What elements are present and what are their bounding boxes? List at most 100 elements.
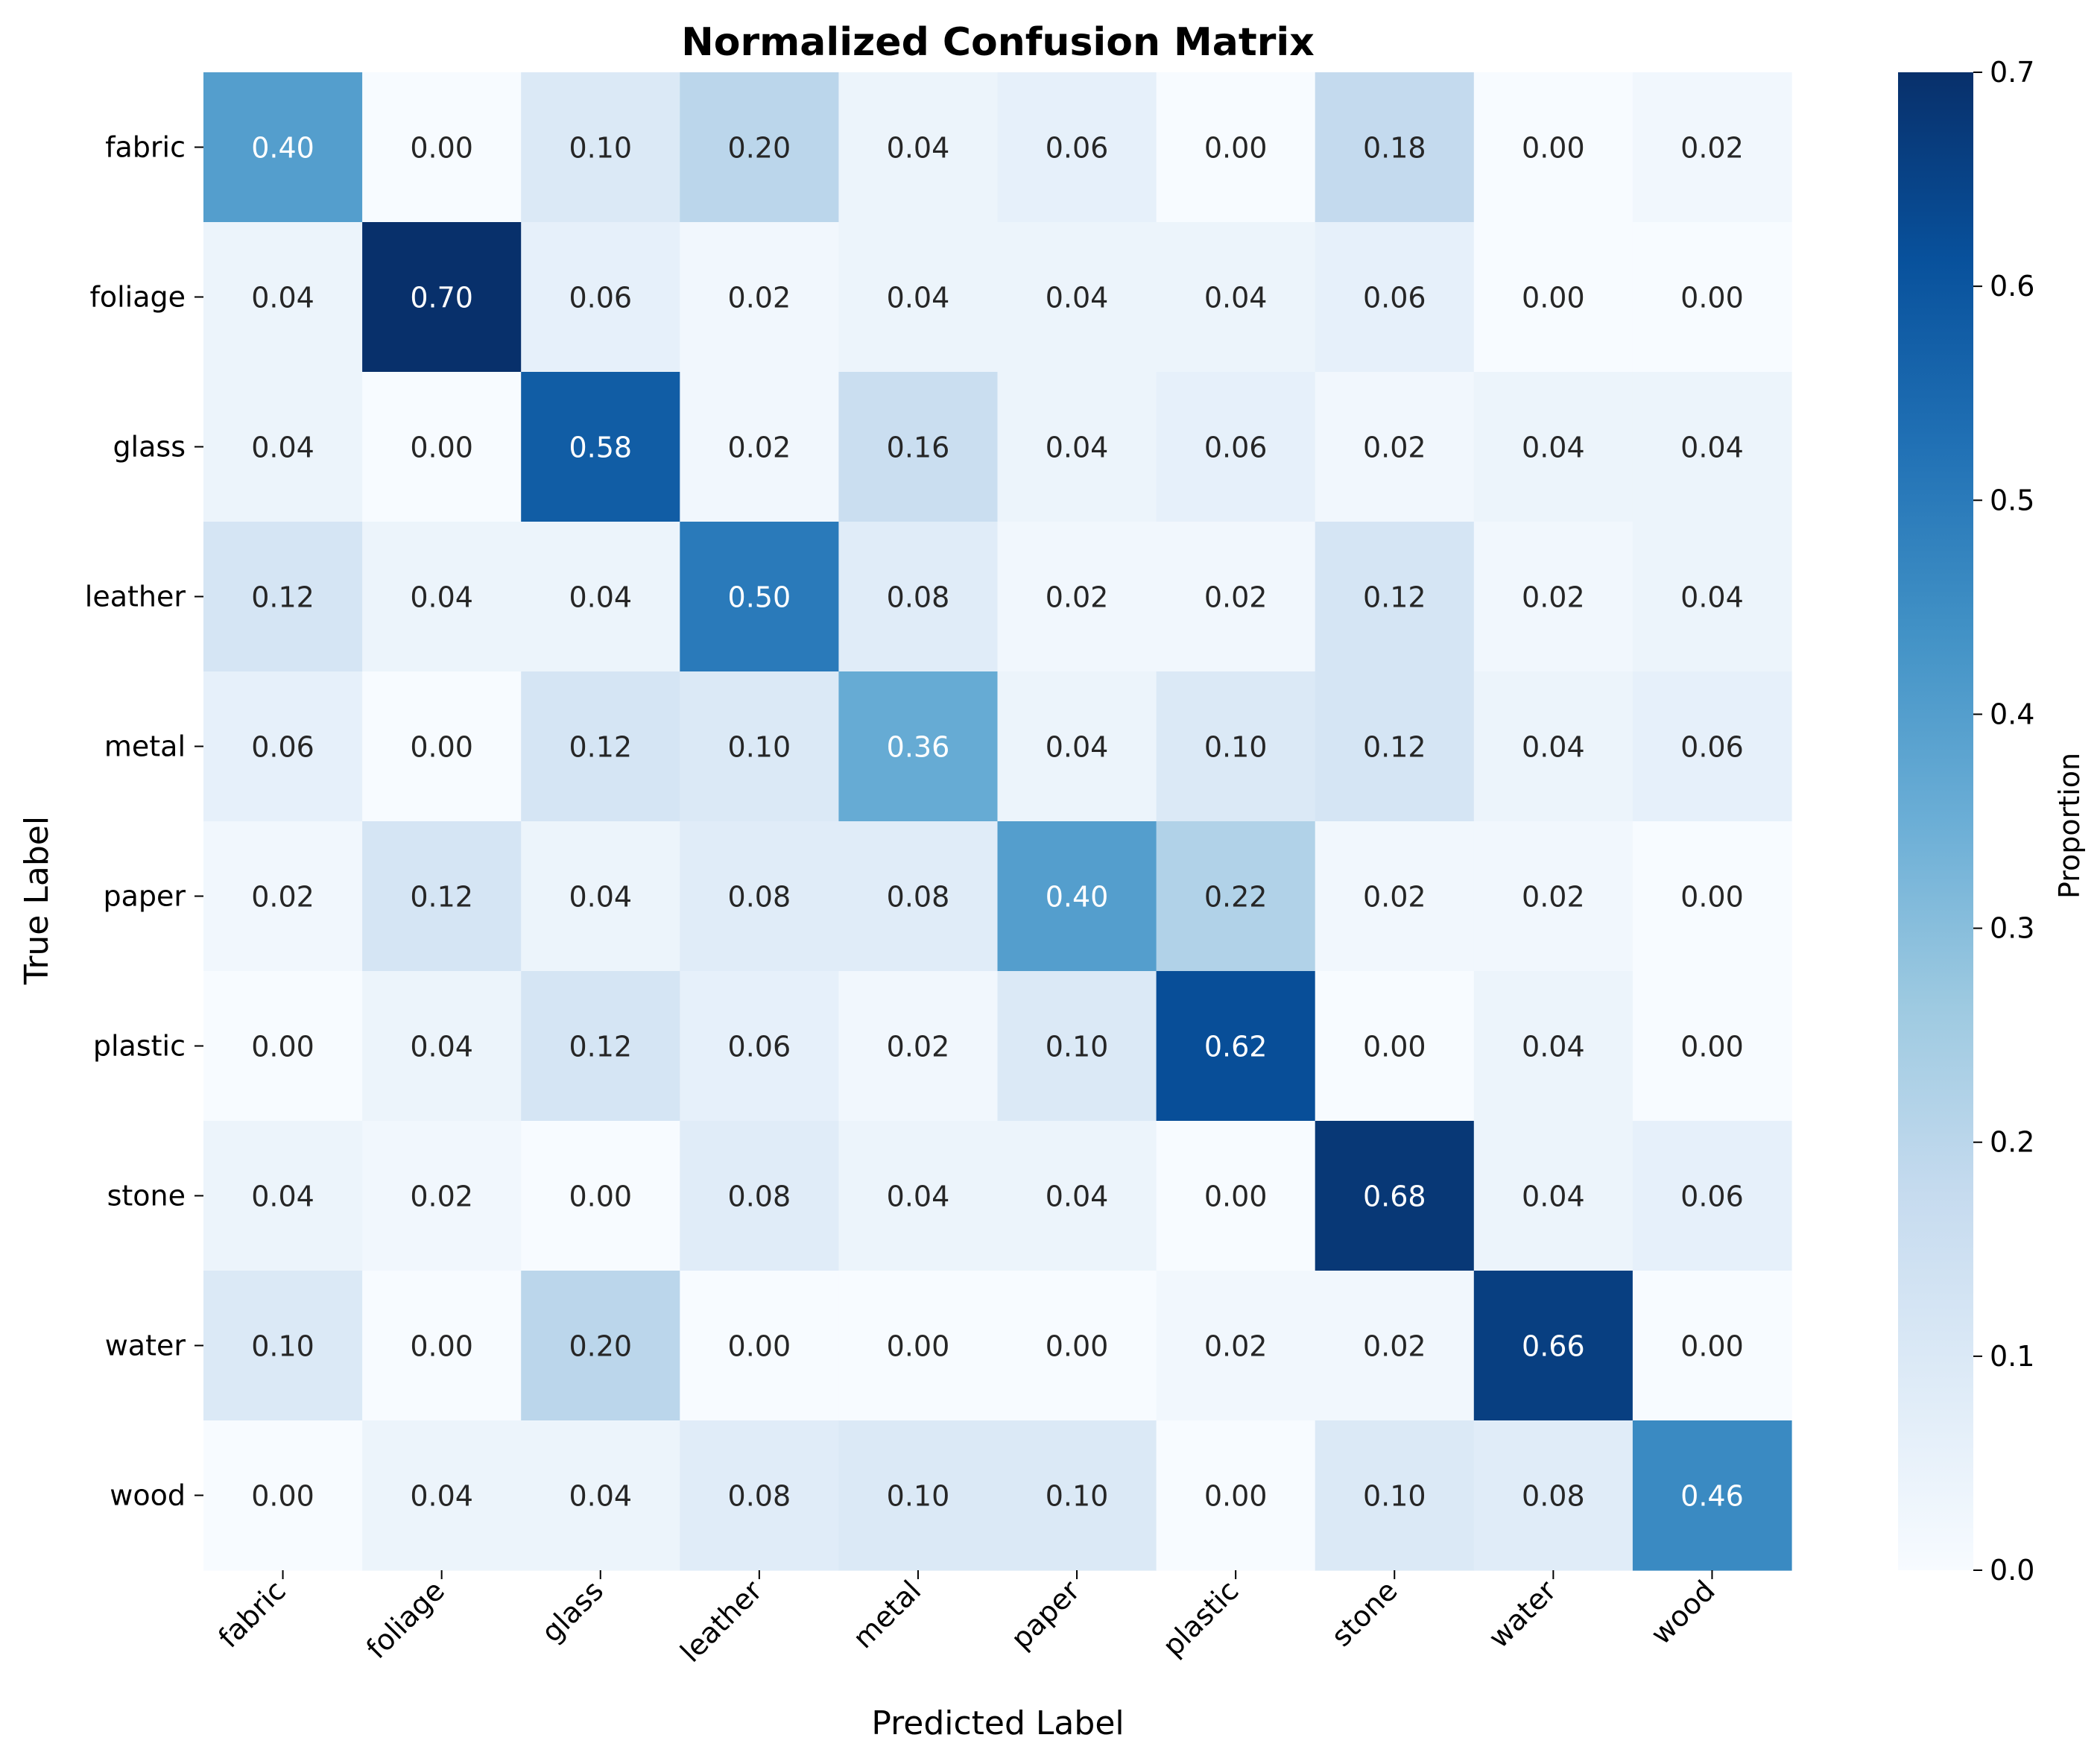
cell-value-label: 0.04 (251, 431, 314, 464)
y-tick-label: metal (104, 730, 186, 763)
x-tick-label: wood (1645, 1574, 1721, 1651)
cell-value-label: 0.40 (1046, 881, 1109, 914)
colorbar-label: Proportion (2053, 753, 2086, 899)
cell-value-label: 0.06 (1680, 731, 1744, 764)
heatmap-cell (521, 522, 680, 672)
cell-value-label: 0.00 (251, 1480, 314, 1513)
heatmap-cell (203, 821, 363, 972)
heatmap-cell (1315, 671, 1475, 822)
heatmap-cell (838, 372, 999, 522)
y-tick-label: paper (103, 880, 186, 913)
cell-value-label: 0.00 (410, 731, 473, 764)
cell-value-label: 0.04 (1046, 1180, 1109, 1213)
heatmap-cell (521, 1121, 680, 1271)
heatmap-cell (838, 821, 999, 972)
heatmap-cell (997, 222, 1157, 373)
heatmap-cell (362, 971, 522, 1122)
cell-value-label: 0.08 (728, 1180, 791, 1213)
heatmap-cell (838, 1420, 999, 1571)
cell-value-label: 0.00 (1680, 1330, 1744, 1363)
y-tick-label: fabric (105, 131, 186, 164)
heatmap-cell (1632, 522, 1792, 672)
y-tick-label: glass (113, 431, 186, 464)
cell-value-label: 0.10 (1046, 1031, 1109, 1063)
cell-value-label: 0.00 (410, 132, 473, 165)
heatmap-cell (997, 671, 1157, 822)
cell-value-label: 0.00 (1204, 1480, 1268, 1513)
colorbar-tick-label: 0.1 (1990, 1340, 2034, 1373)
heatmap-cell (1156, 372, 1316, 522)
heatmap-cell (521, 1420, 680, 1571)
colorbar-tick-label: 0.5 (1990, 484, 2034, 516)
cell-value-label: 0.04 (410, 1031, 473, 1063)
heatmap-cell (362, 671, 522, 822)
heatmap-cell (680, 821, 839, 972)
cell-value-label: 0.00 (1680, 881, 1744, 914)
cell-value-label: 0.08 (1522, 1480, 1585, 1513)
heatmap-cell (362, 522, 522, 672)
cell-value-label: 0.06 (1363, 282, 1426, 314)
heatmap-cell (1156, 72, 1316, 223)
cell-value-label: 0.00 (410, 431, 473, 464)
cell-value-label: 0.36 (887, 731, 950, 764)
heatmap-cell (521, 372, 680, 522)
heatmap-cell (362, 821, 522, 972)
cell-value-label: 0.02 (1363, 881, 1426, 914)
cell-value-label: 0.04 (1680, 431, 1744, 464)
y-axis: fabric foliage glass leather metal paper plast… (85, 131, 203, 1512)
cell-value-label: 0.68 (1363, 1180, 1426, 1213)
heatmap-cell (203, 522, 363, 672)
cell-value-label: 0.04 (1046, 731, 1109, 764)
heatmap-cell (1632, 1271, 1792, 1421)
heatmap-cell (1473, 671, 1633, 822)
heatmap-cell (362, 1420, 522, 1571)
cell-value-label: 0.12 (1363, 731, 1426, 764)
heatmap-cell (1156, 1420, 1316, 1571)
heatmap-cell (1315, 1420, 1475, 1571)
y-tick-label: wood (110, 1479, 186, 1512)
heatmap-cell (838, 222, 999, 373)
cell-value-label: 0.20 (569, 1330, 632, 1363)
y-tick-label: water (105, 1330, 186, 1362)
cell-value-label: 0.46 (1680, 1480, 1744, 1513)
colorbar-tick-label: 0.3 (1990, 912, 2034, 945)
heatmap-cell (1156, 971, 1316, 1122)
heatmap-cell (1315, 222, 1475, 373)
y-tick-label: foliage (89, 281, 186, 314)
colorbar-tick-label: 0.4 (1990, 698, 2034, 730)
heatmap-cell (1315, 72, 1475, 223)
cell-value-label: 0.00 (1522, 282, 1585, 314)
cell-value-label: 0.00 (569, 1180, 632, 1213)
cell-value-label: 0.00 (1680, 282, 1744, 314)
cell-value-label: 0.62 (1204, 1031, 1268, 1063)
cell-value-label: 0.10 (1046, 1480, 1109, 1513)
heatmap-cell (680, 222, 839, 373)
cell-value-label: 0.12 (251, 581, 314, 614)
cell-value-label: 0.00 (1046, 1330, 1109, 1363)
heatmap-cell (203, 971, 363, 1122)
cell-value-label: 0.08 (728, 881, 791, 914)
heatmap-cell (997, 1121, 1157, 1271)
cell-value-label: 0.22 (1204, 881, 1268, 914)
cell-value-label: 0.06 (251, 731, 314, 764)
heatmap-cell (203, 372, 363, 522)
cell-value-label: 0.10 (887, 1480, 950, 1513)
x-tick-label: metal (847, 1574, 927, 1654)
cell-value-label: 0.04 (1046, 431, 1109, 464)
heatmap-cell (1632, 222, 1792, 373)
heatmap-cell (521, 821, 680, 972)
heatmap-cell (203, 72, 363, 223)
x-tick-label: plastic (1157, 1574, 1245, 1663)
cell-value-label: 0.02 (1522, 581, 1585, 614)
heatmap-cell (1315, 372, 1475, 522)
cell-value-label: 0.04 (569, 581, 632, 614)
cell-value-label: 0.04 (1522, 431, 1585, 464)
x-tick-label: leather (674, 1574, 768, 1669)
heatmap-cell (1315, 522, 1475, 672)
cell-value-label: 0.58 (569, 431, 632, 464)
heatmap-cell (838, 1121, 999, 1271)
cell-value-label: 0.08 (887, 581, 950, 614)
heatmap-cell (997, 971, 1157, 1122)
cell-value-label: 0.10 (251, 1330, 314, 1363)
cell-value-label: 0.06 (728, 1031, 791, 1063)
